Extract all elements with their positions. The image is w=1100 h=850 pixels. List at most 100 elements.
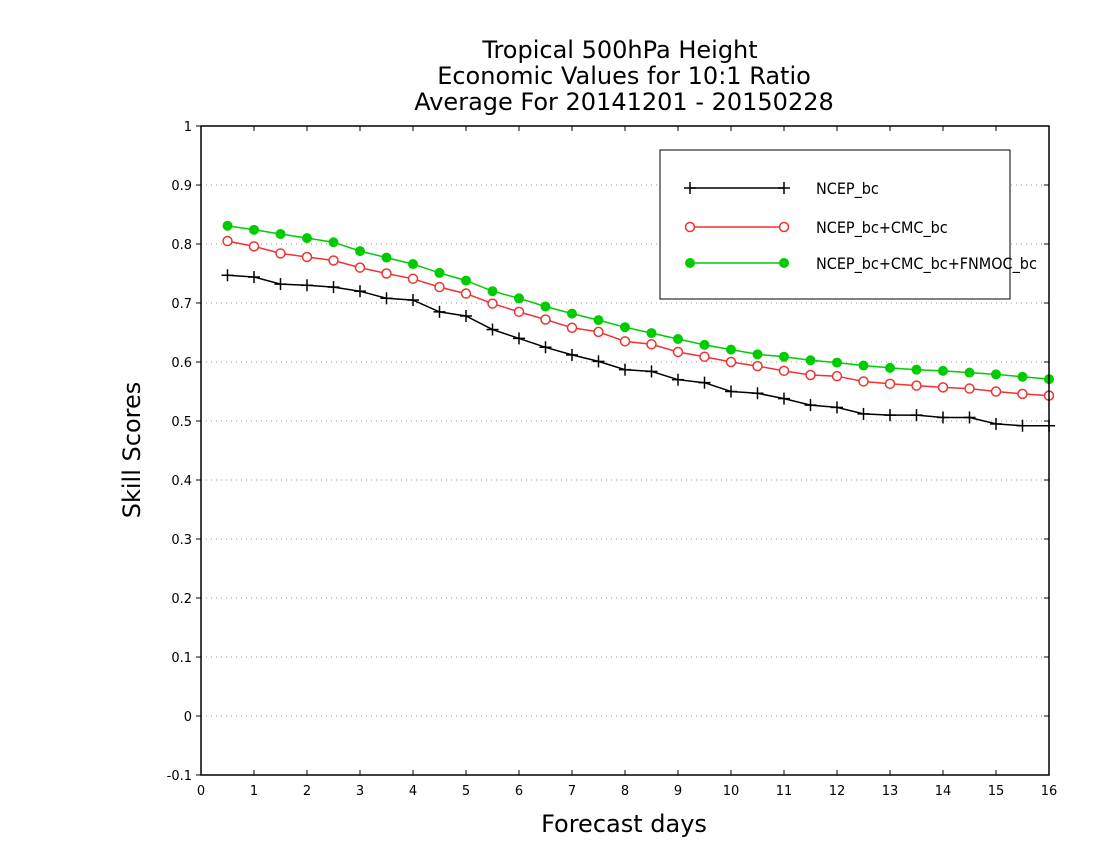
data-point [381,252,392,263]
data-point [222,220,233,231]
data-point [354,285,366,298]
data-point [592,355,605,368]
data-point [911,364,922,375]
data-point [434,267,445,278]
x-tick-label: 7 [568,784,576,799]
data-point [990,417,1002,430]
data-point [407,273,419,285]
chart-title-line-2: Economic Values for 10:1 Ratio [437,62,811,90]
data-point [514,293,524,304]
data-point [726,344,736,355]
data-point [698,376,711,389]
data-point [778,392,790,405]
data-point [751,387,764,400]
x-tick-label: 1 [250,784,258,799]
data-point [275,228,286,239]
legend-marker [685,258,695,268]
x-tick-label: 13 [882,784,899,799]
data-point [221,269,234,282]
series-group [221,220,1055,432]
x-tick-label: 12 [829,784,846,799]
data-point [327,281,340,294]
data-point [991,369,1001,380]
data-point [831,401,843,414]
legend-label: NCEP_bc [816,179,879,199]
data-point [990,386,1002,397]
data-point [249,224,259,235]
chart-title-line-3: Average For 20141201 - 20150228 [414,88,834,116]
axis-ticks: -0.100.10.20.30.40.50.60.70.80.910 1 2 3 4 5 6… [167,120,1058,799]
y-tick-label: 1 [184,120,192,135]
data-point [540,314,551,325]
data-point [832,357,842,368]
data-point [434,281,445,293]
x-tick-label: 4 [409,784,417,799]
series-2 [222,220,1054,385]
data-point [248,241,260,252]
data-point [1017,371,1028,382]
legend: NCEP_bc NCEP_bc+CMC_bc NCEP_bc+CMC_bc+FNMO… [659,149,1037,300]
x-tick-label: 3 [356,784,364,799]
y-tick-label: 0.6 [171,356,192,371]
data-point [328,255,339,266]
legend-label: NCEP_bc+CMC_bc+FNMOC_bc [816,254,1037,274]
x-tick-label: 6 [515,784,523,799]
series-1 [222,235,1055,401]
data-point [964,383,975,394]
data-point [619,336,631,347]
series-0 [221,269,1055,432]
y-tick-label: 0.8 [171,238,192,253]
data-point [805,355,816,366]
data-point [672,373,684,386]
data-point [593,315,604,326]
x-tick-label: 5 [462,784,470,799]
data-point [752,360,763,372]
data-point [752,349,763,360]
x-tick-label: 10 [723,784,740,799]
data-point [593,326,604,338]
y-tick-label: 0.1 [171,651,192,666]
data-point [938,365,948,376]
data-point [222,235,233,247]
x-tick-label: 11 [776,784,793,799]
data-point [910,409,923,422]
data-point [487,286,498,297]
x-tick-label: 2 [303,784,311,799]
data-point [673,333,683,344]
data-point [646,328,657,339]
data-point [354,262,366,273]
data-point [513,332,525,345]
data-point [567,308,577,319]
legend-box [659,149,1011,300]
data-point [885,362,895,373]
data-point [725,385,737,398]
data-point [407,294,419,307]
data-point [486,323,499,336]
data-point [858,376,869,387]
data-point [937,382,949,393]
data-point [408,259,418,270]
data-point [857,407,870,420]
legend-marker [684,221,696,233]
data-point [619,363,631,376]
data-point [911,380,922,391]
data-point [699,339,710,350]
data-point [566,322,578,334]
data-point [302,233,312,244]
legend-marker [778,182,790,194]
data-point [380,292,393,305]
data-point [937,411,949,424]
data-point [540,301,551,312]
y-tick-label: 0.7 [171,297,192,312]
data-point [858,360,869,371]
legend-items: NCEP_bc NCEP_bc+CMC_bc NCEP_bc+CMC_bc+FNMO… [684,179,1037,274]
data-point [275,248,286,259]
x-tick-label: 16 [1041,784,1058,799]
data-point [461,275,471,286]
y-axis-label: Skill Scores [118,382,146,519]
data-point [328,237,339,248]
data-point [884,378,896,390]
data-point [274,278,287,291]
